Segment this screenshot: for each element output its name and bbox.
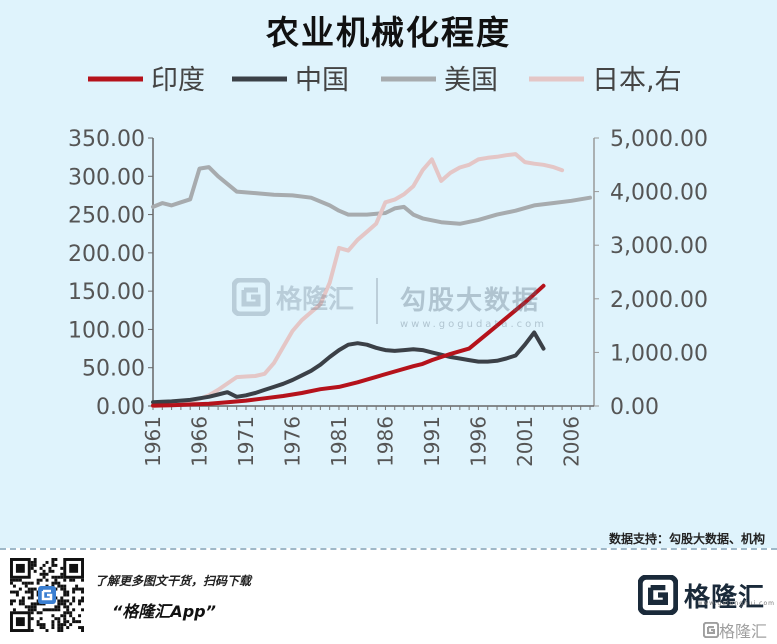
chart-svg: 印度 中国 美国 日本,右 350.00 300.00 250.00 200.00 150.0… xyxy=(68,65,708,467)
watermark-gogudata-url: www.gogudata.com xyxy=(400,319,548,330)
g-logo-icon xyxy=(232,278,270,316)
source-note: 数据支持：勾股大数据、机构 xyxy=(608,532,765,546)
footer-logo: 格隆汇 xyxy=(637,570,765,620)
y-right-tick-label: 0.00 xyxy=(610,395,659,420)
series-line-1 xyxy=(151,330,546,405)
series-line-0 xyxy=(151,283,546,408)
x-tick-label: 1971 xyxy=(234,416,258,467)
y-left-tick-label: 150.00 xyxy=(68,280,145,305)
series-line-3 xyxy=(151,152,565,408)
footer-app-name[interactable]: “格隆汇App” xyxy=(112,602,216,621)
x-tick-label: 1986 xyxy=(373,416,397,467)
watermark-brand: 格隆汇 xyxy=(276,284,355,315)
y-left-tick-label: 300.00 xyxy=(68,165,145,190)
y-right-tick-label: 3,000.00 xyxy=(610,234,708,259)
corner-watermark-text: 格隆汇 xyxy=(718,622,767,641)
series-line-2 xyxy=(151,165,592,226)
y-left-tick-label: 350.00 xyxy=(68,127,145,152)
x-tick-label: 1966 xyxy=(187,416,211,467)
y-left-tick-label: 250.00 xyxy=(68,204,145,229)
footer-caption: 了解更多图文干货，扫码下载 xyxy=(95,574,252,588)
g-logo-icon xyxy=(637,575,678,615)
legend-label: 印度 xyxy=(151,65,205,96)
qr-code-icon[interactable] xyxy=(10,558,84,632)
y-left-tick-label: 200.00 xyxy=(68,242,145,267)
corner-watermark: 格隆汇 xyxy=(702,618,767,642)
y-left-tick-label: 100.00 xyxy=(68,318,145,343)
chart-title: 农业机械化程度 xyxy=(266,13,511,52)
x-tick-label: 1991 xyxy=(420,416,444,467)
x-tick-label: 1996 xyxy=(466,416,490,467)
y-right-tick-label: 5,000.00 xyxy=(610,127,708,152)
legend-label: 日本,右 xyxy=(592,65,682,96)
x-tick-label: 2001 xyxy=(513,416,537,467)
watermark-divider xyxy=(376,278,378,324)
footer-logo-text: 格隆汇 xyxy=(683,582,765,613)
g-logo-icon xyxy=(702,622,719,638)
y-left-tick-label: 50.00 xyxy=(82,357,145,382)
x-tick-label: 1961 xyxy=(141,416,165,467)
y-right-tick-label: 2,000.00 xyxy=(610,288,708,313)
legend-label: 美国 xyxy=(444,65,498,96)
y-left-tick-label: 0.00 xyxy=(96,395,145,420)
legend: 印度 中国 美国 日本,右 xyxy=(88,65,682,96)
x-tick-label: 2006 xyxy=(559,416,583,467)
series-layer xyxy=(151,152,592,408)
footer-logo-url: www.gelonghui.com xyxy=(697,600,775,607)
footer: 了解更多图文干货，扫码下载 “格隆汇App” 格隆汇 www.gelonghui… xyxy=(0,548,777,644)
x-tick-label: 1981 xyxy=(327,416,351,467)
y-right-tick-label: 4,000.00 xyxy=(610,181,708,206)
watermark-gogudata: 勾股大数据 www.gogudata.com xyxy=(400,280,547,330)
y-right-tick-label: 1,000.00 xyxy=(610,341,708,366)
axes: 350.00 300.00 250.00 200.00 150.00 100.00 50.0… xyxy=(68,127,708,467)
legend-label: 中国 xyxy=(295,65,349,96)
x-tick-label: 1976 xyxy=(280,416,304,467)
watermark-logo: 格隆汇 xyxy=(232,278,354,316)
watermark-gogudata-cn: 勾股大数据 xyxy=(400,286,541,316)
